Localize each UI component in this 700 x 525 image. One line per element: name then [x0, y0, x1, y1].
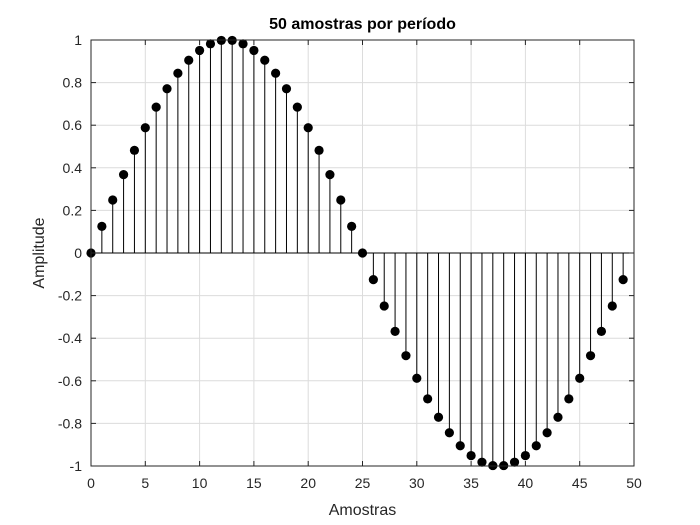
x-tick-label: 30 — [409, 475, 425, 491]
stem-marker — [553, 412, 563, 422]
stem-marker — [531, 441, 541, 451]
x-axis-label: Amostras — [329, 502, 397, 519]
x-tick-label: 5 — [141, 475, 149, 491]
y-tick-label: -1 — [70, 458, 83, 474]
stem-marker — [205, 39, 216, 49]
stem-marker — [97, 221, 107, 231]
stem-marker — [336, 195, 346, 205]
stem-marker — [477, 457, 487, 467]
stem-marker — [596, 326, 607, 336]
y-tick-label: -0.2 — [58, 288, 82, 304]
stem-marker — [118, 170, 129, 180]
stem-marker — [140, 123, 150, 133]
stem-series — [86, 35, 634, 471]
y-tick-label: 0.4 — [63, 160, 83, 176]
stem-marker — [466, 450, 476, 461]
x-tick-label: 35 — [463, 475, 479, 491]
x-tick-label: 45 — [572, 475, 588, 491]
stem-marker — [542, 428, 552, 438]
stem-marker — [444, 428, 454, 438]
stem-marker — [379, 301, 389, 311]
y-tick-label: 0.2 — [63, 202, 83, 218]
stem-marker — [260, 55, 270, 65]
stem-marker — [195, 45, 205, 56]
stem-marker — [314, 145, 324, 155]
y-axis-label: Amplitude — [31, 217, 48, 288]
stem-marker — [509, 457, 520, 467]
stem-marker — [368, 275, 378, 285]
stem-marker — [184, 55, 194, 65]
stem-marker — [618, 275, 628, 285]
stem-marker — [151, 102, 161, 112]
y-tick-label: -0.4 — [58, 330, 82, 346]
stem-marker — [108, 195, 118, 205]
y-tick-label: 0.6 — [63, 117, 83, 133]
stem-marker — [520, 450, 531, 461]
axis-ticks: 0 5 10 15 20 25 30 35 40 45 50 1 0.8 0.6 0.4 0.2 0 -0.2 -0… — [58, 32, 642, 491]
y-tick-label: -0.6 — [58, 373, 82, 389]
x-tick-label: 25 — [355, 475, 371, 491]
stem-marker — [585, 351, 596, 361]
stem-marker — [238, 39, 248, 49]
x-tick-label: 15 — [246, 475, 262, 491]
x-tick-label: 20 — [300, 475, 316, 491]
stem-marker — [564, 394, 574, 404]
stem-marker — [303, 123, 313, 133]
stem-marker — [249, 45, 259, 56]
stem-marker — [423, 394, 433, 404]
stem-marker — [433, 412, 444, 422]
stem-marker — [347, 221, 357, 231]
stem-marker — [455, 441, 465, 451]
stem-marker — [173, 68, 183, 78]
stem-marker — [162, 84, 172, 94]
x-tick-label: 40 — [518, 475, 534, 491]
stem-marker — [325, 170, 335, 180]
x-tick-label: 10 — [192, 475, 208, 491]
stem-marker — [607, 301, 617, 311]
stem-marker — [401, 351, 411, 361]
y-tick-label: 1 — [74, 32, 82, 48]
stem-marker — [357, 248, 368, 258]
stem-marker — [575, 373, 585, 383]
stem-marker — [281, 84, 292, 94]
y-tick-label: -0.8 — [58, 415, 82, 431]
stem-marker — [390, 326, 400, 336]
stem-marker — [292, 102, 302, 112]
chart-title: 50 amostras por período — [269, 16, 456, 33]
y-tick-label: 0 — [74, 245, 82, 261]
stem-marker — [271, 68, 281, 78]
x-tick-label: 0 — [87, 475, 95, 491]
stem-marker — [129, 145, 140, 155]
stem-marker — [412, 373, 422, 383]
y-tick-label: 0.8 — [63, 75, 83, 91]
x-tick-label: 50 — [626, 475, 642, 491]
